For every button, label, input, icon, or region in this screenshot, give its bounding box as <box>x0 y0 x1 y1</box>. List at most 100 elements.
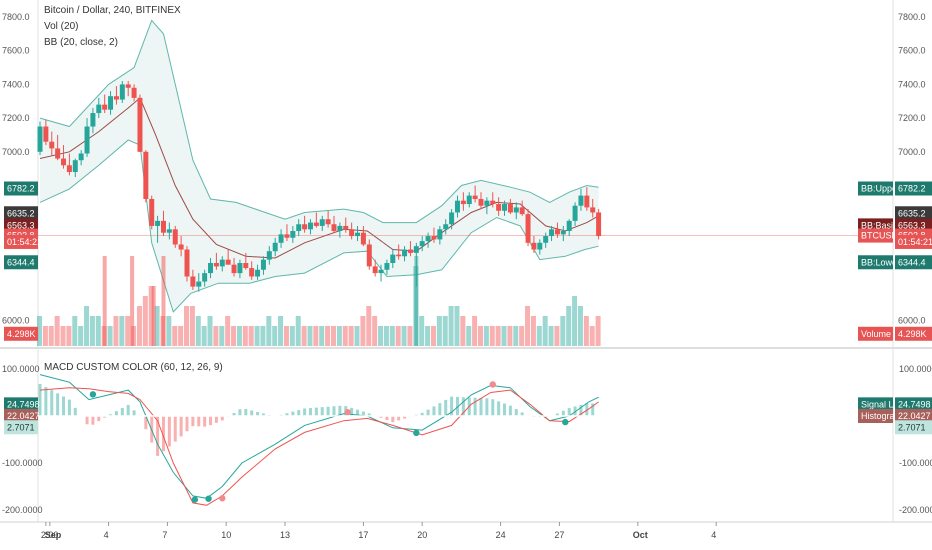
candle-body[interactable] <box>466 195 472 205</box>
candle-body[interactable] <box>396 254 402 257</box>
candle-body[interactable] <box>37 126 43 152</box>
candle-body[interactable] <box>496 204 502 211</box>
candle-body[interactable] <box>278 234 284 243</box>
candle-body[interactable] <box>155 220 161 226</box>
candle-body[interactable] <box>443 224 449 230</box>
candle-body[interactable] <box>290 230 296 238</box>
candle-body[interactable] <box>43 126 49 142</box>
candle-body[interactable] <box>413 246 419 253</box>
candle-body[interactable] <box>225 259 231 265</box>
candle-body[interactable] <box>243 263 249 269</box>
candle-body[interactable] <box>160 220 166 233</box>
candle-body[interactable] <box>372 266 378 274</box>
candle-body[interactable] <box>272 242 278 252</box>
candle-body[interactable] <box>507 204 513 213</box>
candle-body[interactable] <box>66 165 72 173</box>
candle-body[interactable] <box>349 229 355 237</box>
candle-body[interactable] <box>255 269 261 277</box>
legend-bollinger[interactable]: BB (20, close, 2) <box>44 37 118 48</box>
candle-body[interactable] <box>449 212 455 225</box>
candle-body[interactable] <box>213 263 219 267</box>
candle-body[interactable] <box>355 232 361 237</box>
candle-body[interactable] <box>219 259 225 267</box>
candle-body[interactable] <box>590 207 596 213</box>
candle-body[interactable] <box>90 113 96 127</box>
candle-body[interactable] <box>425 236 431 242</box>
candle-body[interactable] <box>366 244 372 267</box>
candle-body[interactable] <box>119 84 125 100</box>
legend-macd[interactable]: MACD CUSTOM COLOR (60, 12, 26, 9) <box>44 362 223 373</box>
candle-body[interactable] <box>596 212 602 237</box>
candle-body[interactable] <box>125 84 131 88</box>
candle-body[interactable] <box>325 219 331 225</box>
candle-body[interactable] <box>113 96 119 100</box>
candle-body[interactable] <box>578 195 584 206</box>
candle-body[interactable] <box>566 220 572 231</box>
candle-body[interactable] <box>84 126 90 154</box>
candle-body[interactable] <box>284 234 290 238</box>
candle-body[interactable] <box>72 160 78 173</box>
candle-body[interactable] <box>484 200 490 206</box>
candle-body[interactable] <box>407 249 413 253</box>
candle-body[interactable] <box>237 263 243 274</box>
candle-body[interactable] <box>519 207 525 215</box>
candle-body[interactable] <box>231 264 237 274</box>
candle-body[interactable] <box>202 273 208 282</box>
candle-body[interactable] <box>249 268 255 277</box>
candle-body[interactable] <box>549 229 555 237</box>
candle-body[interactable] <box>78 153 84 161</box>
candle-body[interactable] <box>431 236 437 240</box>
candle-body[interactable] <box>172 229 178 245</box>
candle-body[interactable] <box>143 151 149 199</box>
candle-body[interactable] <box>166 229 172 233</box>
candle-body[interactable] <box>190 276 196 287</box>
candle-body[interactable] <box>102 104 108 110</box>
candle-body[interactable] <box>531 242 537 250</box>
candle-body[interactable] <box>390 254 396 264</box>
candle-body[interactable] <box>55 148 61 159</box>
candle-body[interactable] <box>402 249 408 257</box>
candle-body[interactable] <box>313 222 319 226</box>
candle-body[interactable] <box>178 244 184 250</box>
candle-body[interactable] <box>543 236 549 243</box>
candle-body[interactable] <box>149 198 155 226</box>
legend-symbol[interactable]: Bitcoin / Dollar, 240, BITFINEX <box>44 5 181 16</box>
candle-body[interactable] <box>49 141 55 149</box>
candle-body[interactable] <box>343 225 349 230</box>
candle-body[interactable] <box>560 230 566 235</box>
candle-body[interactable] <box>378 269 384 274</box>
candle-body[interactable] <box>572 205 578 221</box>
candle-body[interactable] <box>131 87 137 98</box>
candle-body[interactable] <box>513 207 519 213</box>
candle-body[interactable] <box>454 200 460 213</box>
candle-body[interactable] <box>472 195 478 199</box>
candle-body[interactable] <box>360 232 366 245</box>
candle-body[interactable] <box>502 204 508 211</box>
candle-body[interactable] <box>108 96 114 110</box>
candle-body[interactable] <box>584 195 590 208</box>
legend-volume[interactable]: Vol (20) <box>44 21 79 32</box>
candle-body[interactable] <box>196 281 202 287</box>
candle-body[interactable] <box>266 251 272 260</box>
candle-body[interactable] <box>437 229 443 240</box>
candle-body[interactable] <box>537 242 543 250</box>
candle-body[interactable] <box>419 241 425 247</box>
candle-body[interactable] <box>137 97 143 152</box>
candle-body[interactable] <box>554 229 560 235</box>
candle-body[interactable] <box>478 198 484 206</box>
candle-body[interactable] <box>384 263 390 270</box>
candle-body[interactable] <box>96 104 102 114</box>
candle-body[interactable] <box>331 224 337 231</box>
candle-body[interactable] <box>337 225 343 231</box>
candle-body[interactable] <box>260 259 266 270</box>
candle-body[interactable] <box>460 200 466 205</box>
candle-body[interactable] <box>61 158 67 166</box>
candle-body[interactable] <box>307 222 313 230</box>
candle-body[interactable] <box>208 263 214 274</box>
candle-body[interactable] <box>184 249 190 277</box>
candle-body[interactable] <box>319 219 325 226</box>
candle-body[interactable] <box>302 224 308 230</box>
candle-body[interactable] <box>296 224 302 231</box>
candle-body[interactable] <box>490 200 496 205</box>
